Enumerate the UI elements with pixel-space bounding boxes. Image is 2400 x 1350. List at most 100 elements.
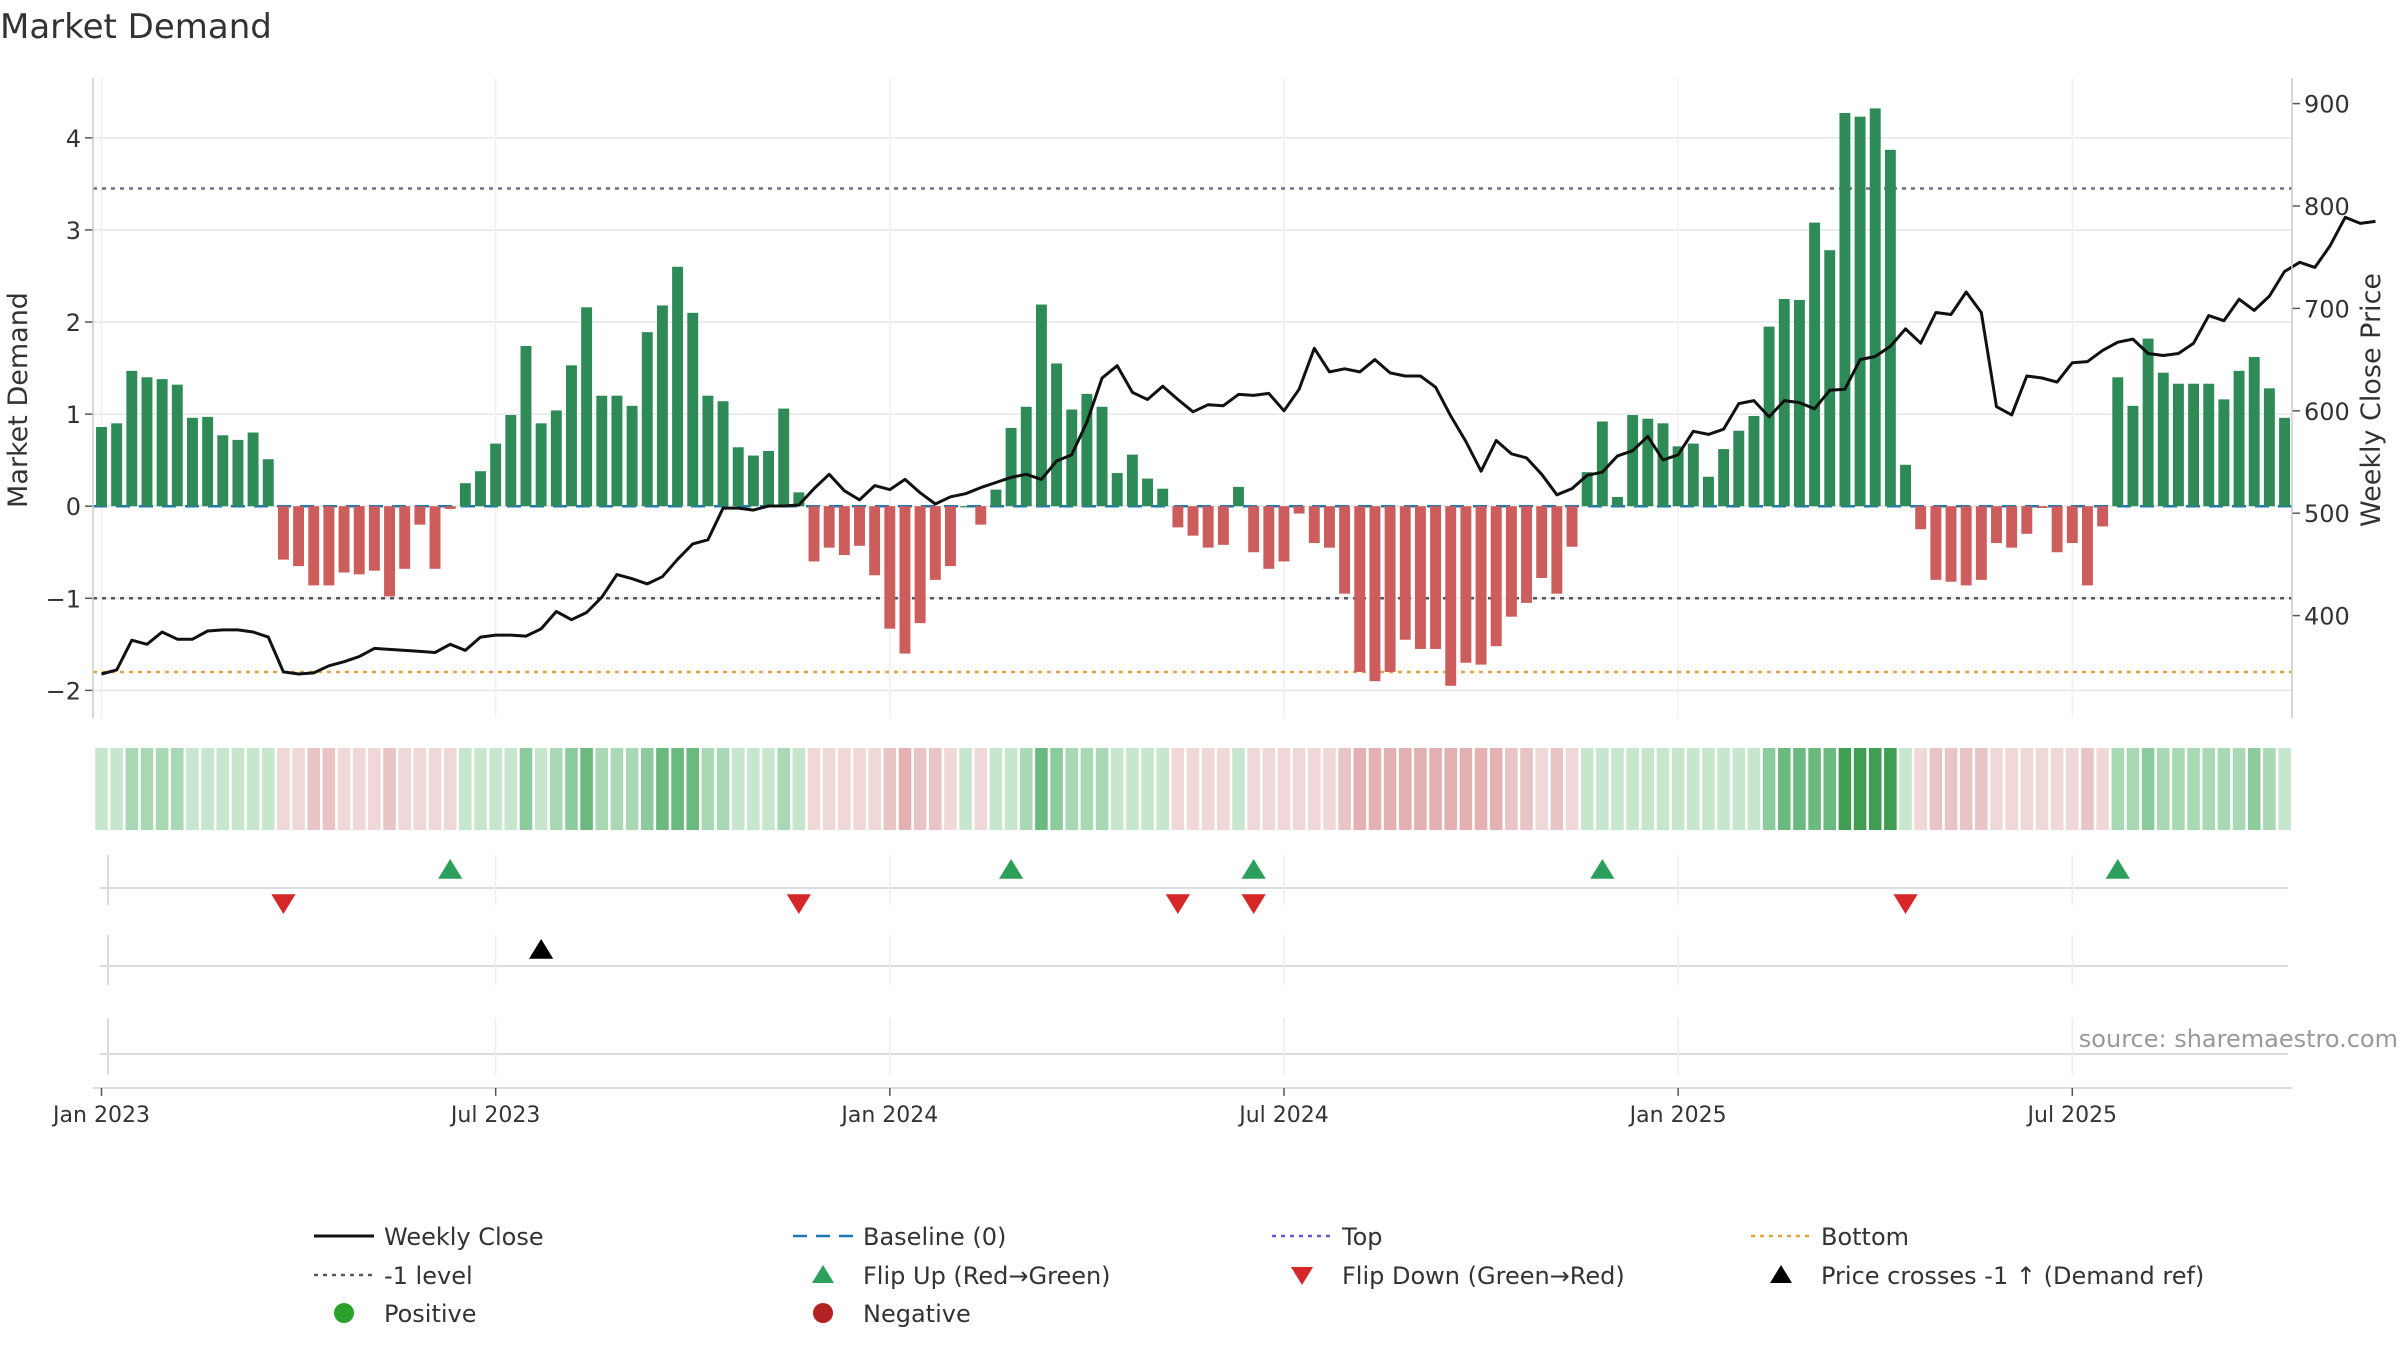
demand-bar (1627, 415, 1639, 507)
legend-label: -1 level (384, 1262, 473, 1290)
heat-cell (1929, 748, 1943, 830)
heat-cell (2232, 748, 2246, 830)
legend-swatch-triangle-down (1291, 1267, 1313, 1285)
legend-label: Negative (863, 1300, 971, 1328)
demand-bar (2097, 506, 2109, 527)
demand-bar (2006, 506, 2018, 548)
price-cross-marker (529, 939, 554, 959)
demand-bar (141, 377, 153, 507)
heat-cell (1747, 748, 1761, 830)
demand-bar (1748, 415, 1760, 507)
heat-cell (1398, 748, 1412, 830)
heat-cell (322, 748, 336, 830)
heat-cell (1277, 748, 1291, 830)
demand-bar (2021, 506, 2033, 534)
demand-bar (1384, 506, 1396, 672)
y-left-tick-label: −1 (46, 585, 81, 613)
legend-swatch-triangle-up (812, 1265, 834, 1283)
y-left-tick-label: 2 (66, 309, 81, 337)
heat-cell (1035, 748, 1048, 830)
weekly-close-line (101, 215, 2376, 676)
demand-bar (2127, 405, 2139, 507)
x-axis: Jan 2023 Jul 2023 Jan 2024 Jul 2024 Jan 2025… (51, 1088, 2117, 1128)
flip-down-marker (1165, 894, 1190, 914)
y-axis-right-label: Weekly Close Price (2356, 273, 2387, 527)
heat-cell (1201, 748, 1215, 830)
heat-cell (2263, 748, 2276, 830)
heat-cell (1232, 748, 1245, 830)
heat-cell (1550, 748, 1564, 830)
demand-bar (2248, 357, 2260, 507)
heat-cell (640, 748, 654, 830)
demand-bar (1157, 488, 1169, 507)
heat-cell (1687, 748, 1700, 830)
demand-bar (505, 415, 517, 507)
demand-bar (2066, 506, 2078, 544)
heat-cell (1959, 748, 1973, 830)
demand-bar (581, 307, 593, 507)
demand-bar (596, 395, 608, 507)
demand-bar (247, 432, 259, 507)
heat-cell (959, 748, 972, 830)
heat-cell (2020, 748, 2034, 830)
heat-cell (1580, 748, 1594, 830)
heat-cell (1050, 748, 1063, 830)
demand-bar (656, 305, 668, 507)
heat-cell (186, 748, 199, 830)
heat-cell (474, 748, 487, 830)
heat-cell (277, 748, 290, 830)
demand-bar (1475, 506, 1487, 665)
demand-bar (763, 450, 774, 507)
heat-cell (974, 748, 988, 830)
demand-bar (277, 506, 289, 560)
demand-bar (1900, 464, 1911, 507)
demand-heat-strip (95, 748, 2291, 830)
flip-up-marker (1590, 859, 1615, 879)
flip-down-marker (1241, 894, 1266, 914)
demand-bar (1187, 506, 1199, 536)
heat-cell (1505, 748, 1518, 830)
demand-bar (490, 443, 502, 507)
heat-cell (1156, 748, 1169, 830)
y-right-tick-label: 500 (2304, 500, 2350, 528)
legend-item-flip_down: Flip Down (Green→Red) (1291, 1262, 1625, 1290)
heat-cell (898, 748, 912, 830)
y-axis-left-label: Market Demand (3, 292, 34, 508)
heat-cell (2141, 748, 2155, 830)
heat-cell (565, 748, 578, 830)
heat-cell (1065, 748, 1079, 830)
heat-cell (231, 748, 245, 830)
x-tick-label: Jan 2024 (839, 1103, 938, 1128)
heat-cell (868, 748, 881, 830)
demand-bar (1657, 423, 1669, 507)
heat-cell (534, 748, 548, 830)
heat-cell (2126, 748, 2140, 830)
demand-bar (217, 435, 229, 507)
demand-bar (1263, 506, 1275, 569)
heat-cell (110, 748, 123, 830)
chart-title: Market Demand (0, 7, 272, 47)
demand-bar (293, 506, 305, 567)
demand-bar (459, 483, 471, 507)
demand-bar (2172, 383, 2184, 507)
heat-cell (1838, 748, 1852, 830)
demand-bar (1703, 476, 1714, 507)
demand-bar (1460, 506, 1472, 663)
heat-cell (261, 748, 275, 830)
demand-bar (535, 423, 547, 507)
demand-bar (626, 405, 638, 507)
demand-bar (1854, 116, 1866, 507)
heat-cell (398, 748, 411, 830)
demand-bar (854, 506, 865, 546)
heat-cell (1732, 748, 1746, 830)
heat-cell (701, 748, 715, 830)
heat-cell (656, 748, 669, 830)
demand-bar (778, 408, 790, 507)
heat-cell (1004, 748, 1018, 830)
demand-bars (96, 108, 2290, 686)
demand-bar (1142, 478, 1153, 507)
heat-cell (838, 748, 851, 830)
demand-bar (1081, 393, 1093, 507)
demand-bar (1991, 506, 2002, 544)
demand-bar (1051, 363, 1063, 507)
